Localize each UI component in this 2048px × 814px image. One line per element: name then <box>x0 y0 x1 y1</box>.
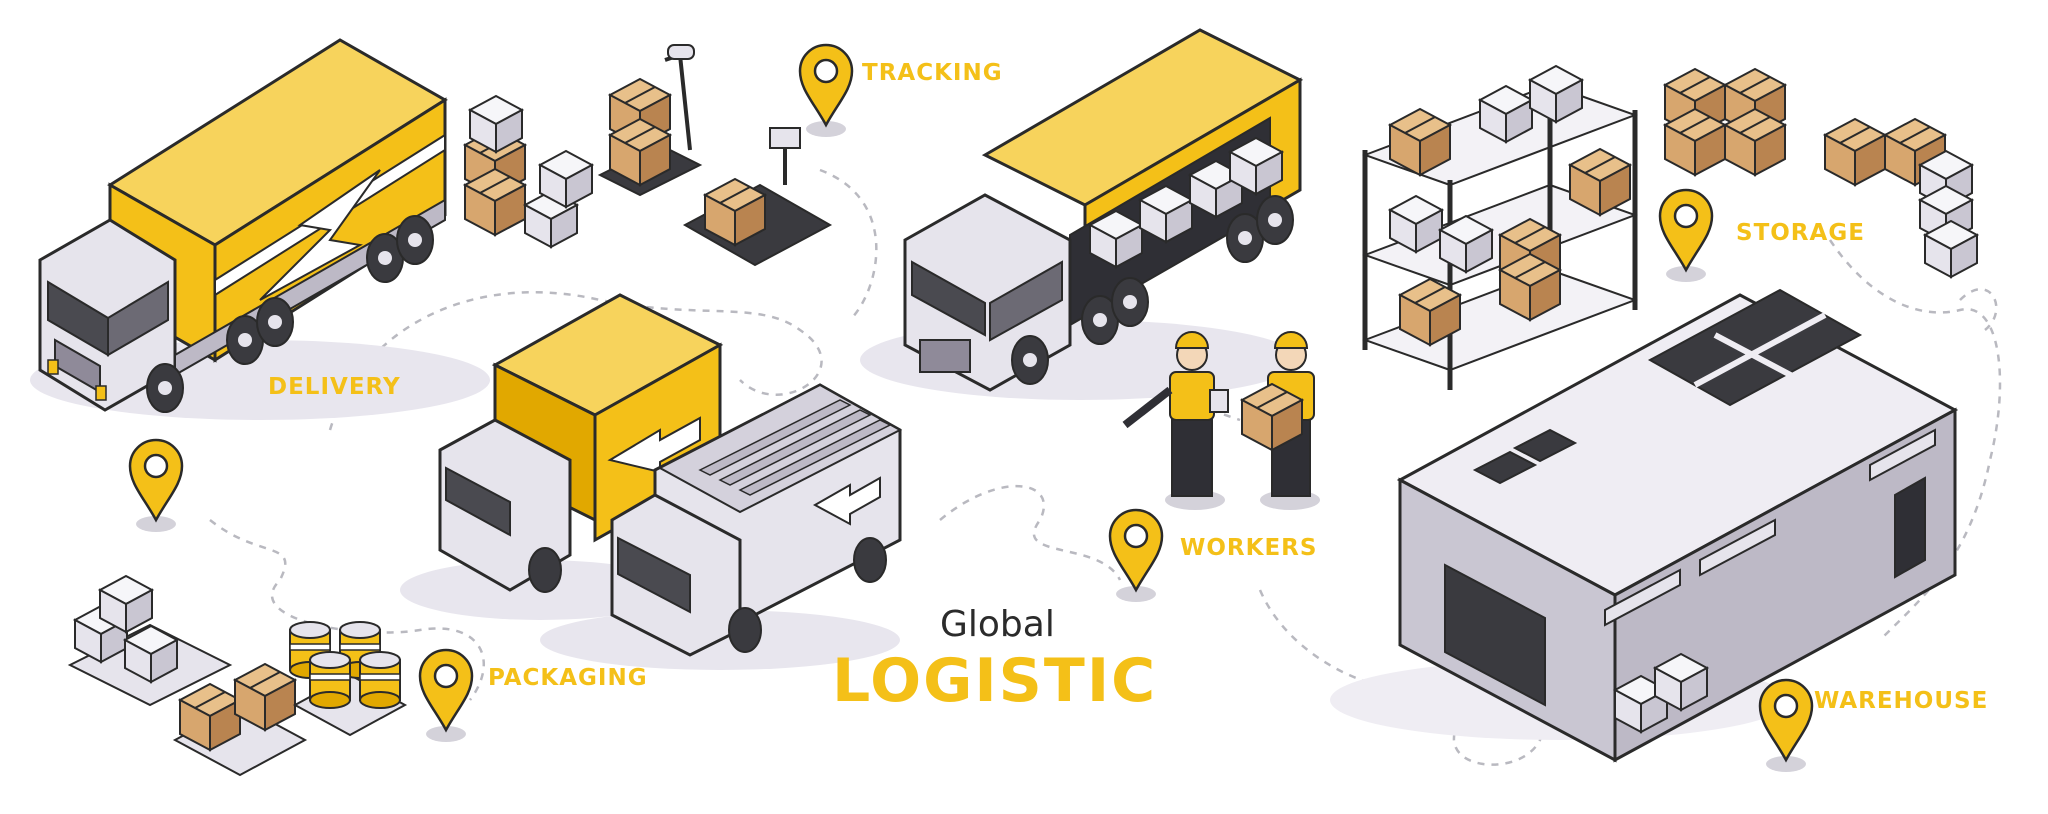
hand-truck <box>597 44 703 197</box>
location-pin-icon <box>1108 508 1164 604</box>
storage-shelf <box>1362 65 1638 390</box>
label-warehouse: WAREHOUSE <box>1814 688 1989 714</box>
label-delivery: DELIVERY <box>268 374 401 400</box>
packaging-items <box>67 575 408 777</box>
warehouse <box>1330 288 1959 763</box>
workers <box>1122 331 1320 510</box>
box-stack <box>464 95 593 248</box>
title-line-2: LOGISTIC <box>832 646 1158 716</box>
location-pin-icon <box>128 438 184 534</box>
label-packaging: PACKAGING <box>488 665 648 691</box>
label-workers: WORKERS <box>1180 535 1318 561</box>
small-truck <box>400 293 724 620</box>
location-pin-icon <box>1758 678 1814 774</box>
title-line-1: Global <box>940 604 1055 645</box>
label-tracking: TRACKING <box>862 60 1003 86</box>
van <box>540 383 903 670</box>
scale <box>682 127 833 267</box>
route-paths <box>209 168 2002 766</box>
delivery-truck <box>30 38 490 420</box>
label-storage: STORAGE <box>1736 220 1865 246</box>
location-pin-icon <box>418 648 474 744</box>
location-pin-icon <box>1658 188 1714 284</box>
location-pin-icon <box>798 43 854 139</box>
